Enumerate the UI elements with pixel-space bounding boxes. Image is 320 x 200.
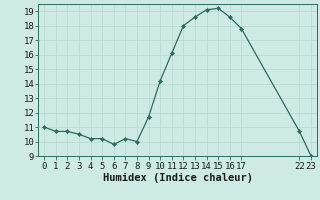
X-axis label: Humidex (Indice chaleur): Humidex (Indice chaleur)	[103, 173, 252, 183]
